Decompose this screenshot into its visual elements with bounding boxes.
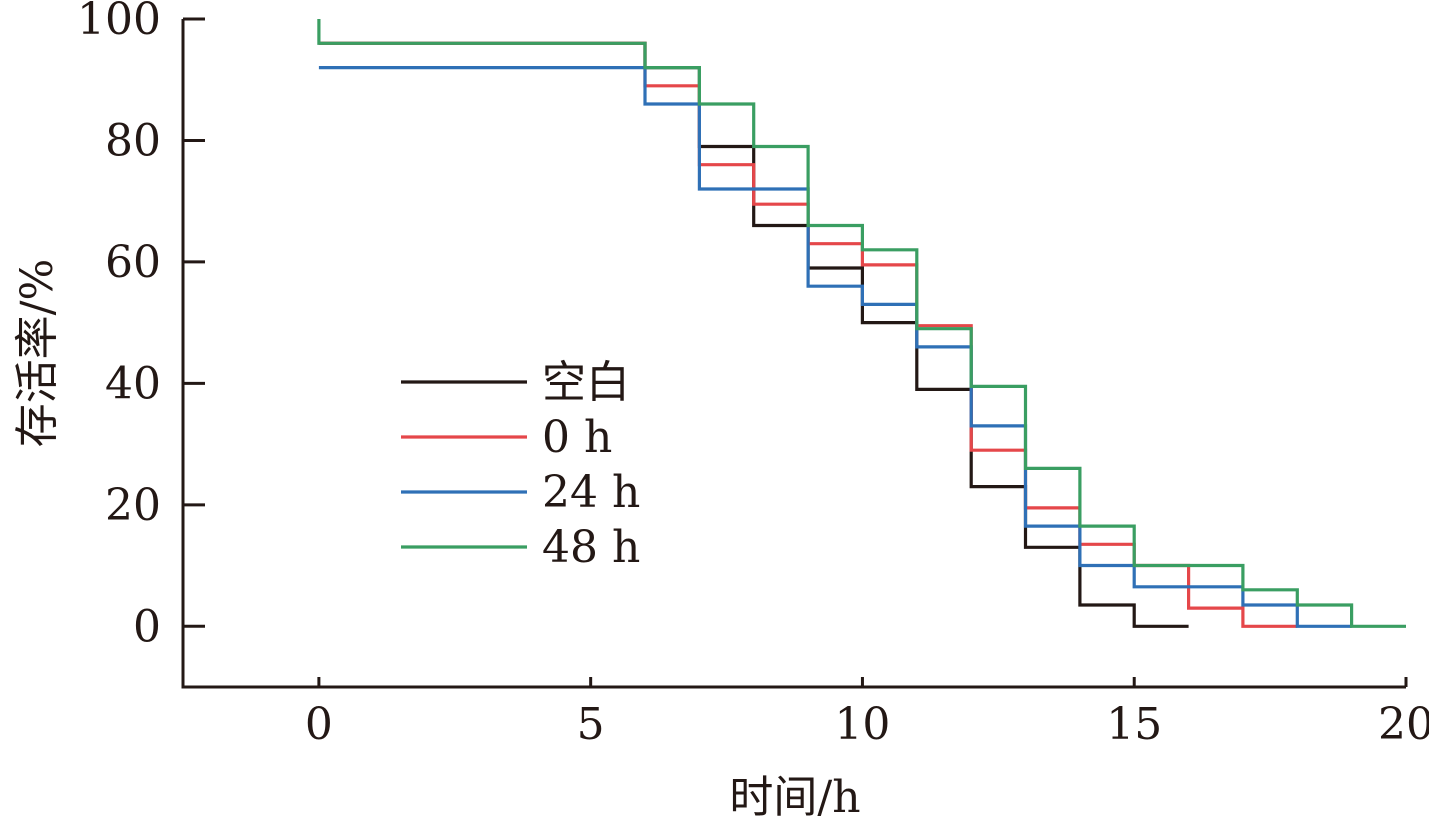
y-tick-label: 80: [105, 115, 161, 166]
x-tick-label: 0: [305, 699, 333, 750]
y-tick-label: 100: [77, 0, 161, 45]
y-tick-label: 20: [105, 480, 161, 531]
series-line-24-h: [318, 66, 1352, 628]
legend-label: 48 h: [542, 522, 640, 573]
axes: 0 20 40 60 80 100 0 5 10 15 20: [77, 0, 1429, 750]
x-tick-label: 15: [1106, 699, 1162, 750]
x-tick-label: 20: [1378, 699, 1429, 750]
series-line-0-h: [318, 41, 1298, 628]
x-tick-label: 5: [577, 699, 605, 750]
y-tick-label: 0: [133, 601, 161, 652]
series-line-48-h: [317, 19, 1406, 628]
y-axis-title: 存活率/%: [12, 259, 63, 448]
legend-label: 24 h: [542, 467, 640, 518]
legend-label: 空白: [542, 357, 630, 408]
y-tick-label: 40: [105, 358, 161, 409]
y-tick-label: 60: [105, 237, 161, 288]
series-layer: [317, 19, 1406, 628]
legend: 空白0 h24 h48 h: [401, 357, 640, 573]
x-axis-title: 时间/h: [729, 772, 860, 821]
legend-label: 0 h: [542, 412, 612, 463]
x-tick-label: 10: [834, 699, 890, 750]
